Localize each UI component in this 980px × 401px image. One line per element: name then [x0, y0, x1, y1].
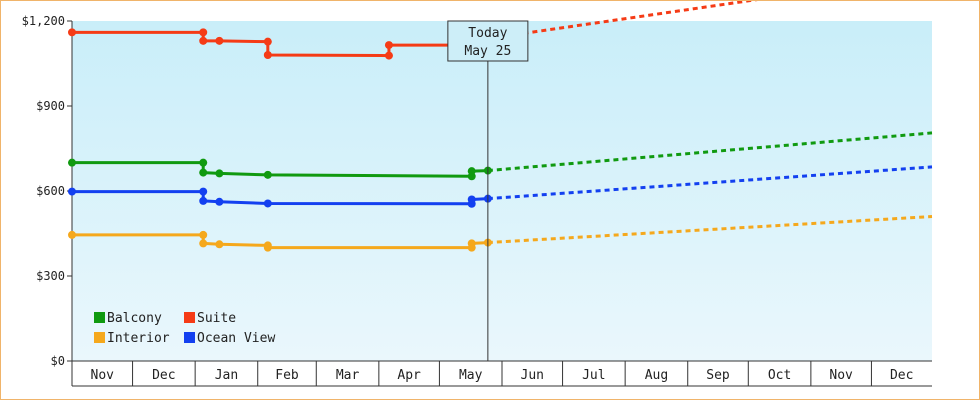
x-month-label: Jun — [521, 368, 544, 383]
data-point — [215, 197, 224, 206]
x-month-label: May — [459, 368, 483, 383]
x-month-label: Sep — [706, 368, 730, 383]
x-month-label: Jul — [582, 368, 605, 383]
series-balcony — [68, 131, 933, 181]
today-label: Today — [468, 26, 507, 41]
data-point — [263, 170, 272, 179]
plot-background — [72, 21, 932, 361]
legend-swatch-balcony — [94, 312, 105, 323]
series-forecast-interior — [487, 215, 933, 245]
data-point — [199, 187, 208, 196]
y-tick-label: $0 — [51, 354, 65, 368]
legend-label-balcony: Balcony — [107, 311, 162, 326]
series-forecast-balcony — [487, 131, 933, 173]
data-point — [68, 158, 76, 167]
x-month-label: Nov — [91, 368, 115, 383]
data-point — [467, 195, 476, 204]
data-point — [199, 230, 208, 239]
legend-label-suite: Suite — [197, 311, 236, 326]
x-month-label: Dec — [890, 368, 913, 383]
x-month-label: Mar — [336, 368, 360, 383]
y-tick-label: $300 — [36, 269, 65, 283]
x-month-label: Dec — [152, 368, 175, 383]
y-tick-label: $600 — [36, 184, 65, 198]
data-point — [199, 239, 208, 248]
data-point — [199, 36, 208, 45]
legend-label-interior: Interior — [107, 331, 170, 346]
data-point — [384, 41, 393, 50]
y-tick-label: $900 — [36, 99, 65, 113]
data-point — [68, 28, 76, 37]
x-month-label: Oct — [768, 368, 791, 383]
data-point — [215, 36, 224, 45]
data-point — [215, 240, 224, 249]
data-point — [263, 199, 272, 208]
y-axis: $0 $300 $600 $900 $1,200 — [22, 14, 73, 386]
today-marker: Today May 25 — [447, 20, 529, 361]
data-point — [467, 167, 476, 176]
legend: Balcony Suite Interior Ocean View — [94, 311, 275, 346]
legend-swatch-interior — [94, 332, 105, 343]
y-tick-label: $1,200 — [22, 14, 65, 28]
data-point — [263, 37, 272, 46]
x-month-label: Nov — [829, 368, 853, 383]
data-point — [68, 187, 76, 196]
today-date: May 25 — [464, 44, 511, 59]
data-point — [199, 196, 208, 205]
x-month-label: Jan — [215, 368, 238, 383]
legend-swatch-ocean-view — [184, 332, 195, 343]
data-point — [263, 51, 272, 59]
data-point — [199, 158, 208, 167]
x-month-label: Feb — [275, 368, 299, 383]
series-forecast-ocean-view — [487, 165, 933, 201]
data-point — [263, 243, 272, 252]
data-point — [467, 239, 476, 248]
legend-swatch-suite — [184, 312, 195, 323]
data-point — [68, 230, 76, 239]
legend-label-ocean-view: Ocean View — [197, 331, 275, 346]
data-point — [199, 168, 208, 177]
x-axis: Nov Dec Jan Feb Mar Apr May Jun Jul Aug Sep Oct Nov D… — [72, 360, 932, 387]
series-layer — [68, 1, 933, 252]
data-point — [199, 28, 208, 37]
x-month-label: Aug — [645, 368, 668, 383]
series-interior — [68, 215, 933, 252]
data-point — [384, 51, 393, 60]
x-month-label: Apr — [397, 368, 421, 383]
data-point — [215, 169, 224, 178]
series-forecast-suite — [487, 1, 758, 41]
today-box — [447, 20, 529, 62]
